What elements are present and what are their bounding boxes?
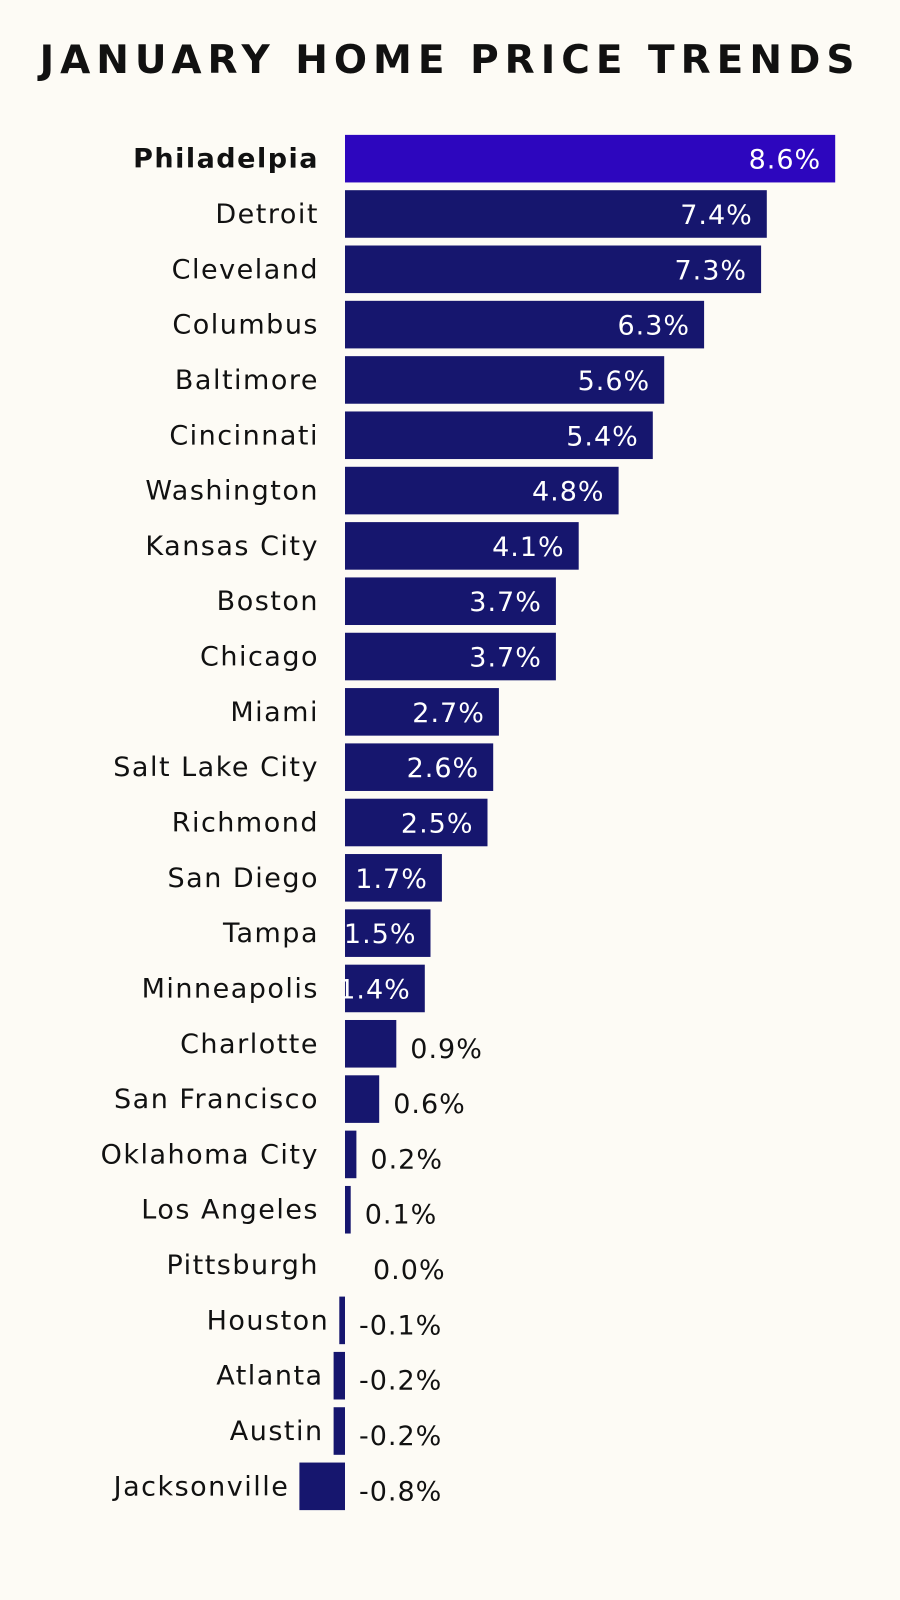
value-label-houston: -0.1%: [359, 1310, 442, 1341]
value-label-philadelpia: 8.6%: [749, 145, 822, 176]
chart-title: JANUARY HOME PRICE TRENDS: [39, 38, 861, 83]
category-label-cleveland: Cleveland: [172, 254, 319, 285]
category-label-san-francisco: San Francisco: [114, 1084, 319, 1115]
value-label-chicago: 3.7%: [469, 643, 542, 674]
value-label-miami: 2.7%: [412, 698, 485, 729]
category-label-jacksonville: Jacksonville: [112, 1471, 290, 1502]
category-label-chicago: Chicago: [200, 642, 319, 673]
bar-minneapolis: [345, 964, 425, 1013]
category-label-columbus: Columbus: [172, 310, 319, 341]
bar-charlotte: [345, 1019, 397, 1068]
value-label-columbus: 6.3%: [617, 311, 690, 342]
value-label-cincinnati: 5.4%: [566, 421, 639, 452]
bar-boston: [345, 577, 556, 626]
value-label-san-diego: 1.7%: [355, 864, 428, 895]
bar-oklahoma-city: [345, 1130, 357, 1179]
category-label-detroit: Detroit: [215, 199, 319, 230]
category-label-houston: Houston: [207, 1305, 330, 1336]
bar-miami: [345, 688, 499, 736]
category-label-boston: Boston: [217, 586, 319, 617]
value-label-detroit: 7.4%: [680, 200, 753, 231]
bar-cleveland: [345, 245, 762, 294]
value-label-atlanta: -0.2%: [359, 1366, 442, 1397]
value-label-cleveland: 7.3%: [674, 255, 747, 286]
bar-salt-lake-city: [345, 743, 494, 791]
category-label-los-angeles: Los Angeles: [141, 1195, 319, 1226]
category-label-richmond: Richmond: [172, 808, 319, 839]
bar-austin: [333, 1407, 345, 1455]
value-label-los-angeles: 0.1%: [365, 1200, 438, 1231]
category-label-miami: Miami: [230, 697, 319, 728]
category-label-salt-lake-city: Salt Lake City: [113, 752, 319, 783]
value-label-baltimore: 5.6%: [578, 366, 651, 397]
bar-richmond: [345, 798, 488, 847]
value-label-pittsburgh: 0.0%: [373, 1255, 446, 1286]
bar-houston: [339, 1296, 345, 1345]
bar-detroit: [345, 190, 767, 238]
category-label-atlanta: Atlanta: [216, 1361, 323, 1392]
category-label-austin: Austin: [230, 1416, 324, 1447]
value-label-minneapolis: 1.4%: [338, 974, 411, 1005]
bar-san-francisco: [345, 1075, 380, 1123]
category-label-oklahoma-city: Oklahoma City: [101, 1139, 319, 1170]
bar-washington: [345, 466, 619, 515]
bar-philadelpia: [345, 134, 836, 183]
bar-jacksonville: [299, 1462, 345, 1511]
category-label-minneapolis: Minneapolis: [142, 973, 319, 1004]
bar-los-angeles: [345, 1185, 351, 1234]
bar-kansas-city: [345, 522, 579, 570]
category-label-cincinnati: Cincinnati: [169, 420, 319, 451]
value-label-jacksonville: -0.8%: [359, 1476, 442, 1507]
bar-chicago: [345, 632, 556, 681]
value-label-boston: 3.7%: [469, 587, 542, 618]
bar-tampa: [345, 909, 431, 957]
bar-cincinnati: [345, 411, 653, 460]
value-label-oklahoma-city: 0.2%: [370, 1144, 443, 1175]
value-label-salt-lake-city: 2.6%: [407, 753, 480, 784]
bar-baltimore: [345, 356, 665, 404]
bar-san-diego: [345, 854, 442, 902]
category-label-washington: Washington: [145, 476, 319, 507]
value-label-tampa: 1.5%: [344, 919, 417, 950]
value-label-kansas-city: 4.1%: [492, 532, 565, 563]
value-label-san-francisco: 0.6%: [393, 1089, 466, 1120]
value-label-charlotte: 0.9%: [410, 1034, 483, 1065]
category-label-tampa: Tampa: [222, 918, 319, 949]
category-label-pittsburgh: Pittsburgh: [166, 1250, 319, 1281]
value-label-richmond: 2.5%: [401, 809, 474, 840]
bar-atlanta: [333, 1351, 345, 1400]
value-label-austin: -0.2%: [359, 1421, 442, 1452]
value-label-washington: 4.8%: [532, 477, 605, 508]
category-label-charlotte: Charlotte: [180, 1029, 319, 1060]
category-label-kansas-city: Kansas City: [145, 531, 319, 562]
category-label-philadelpia: Philadelpia: [133, 144, 319, 175]
bar-columbus: [345, 300, 705, 349]
category-label-san-diego: San Diego: [168, 863, 319, 894]
category-label-baltimore: Baltimore: [175, 365, 319, 396]
